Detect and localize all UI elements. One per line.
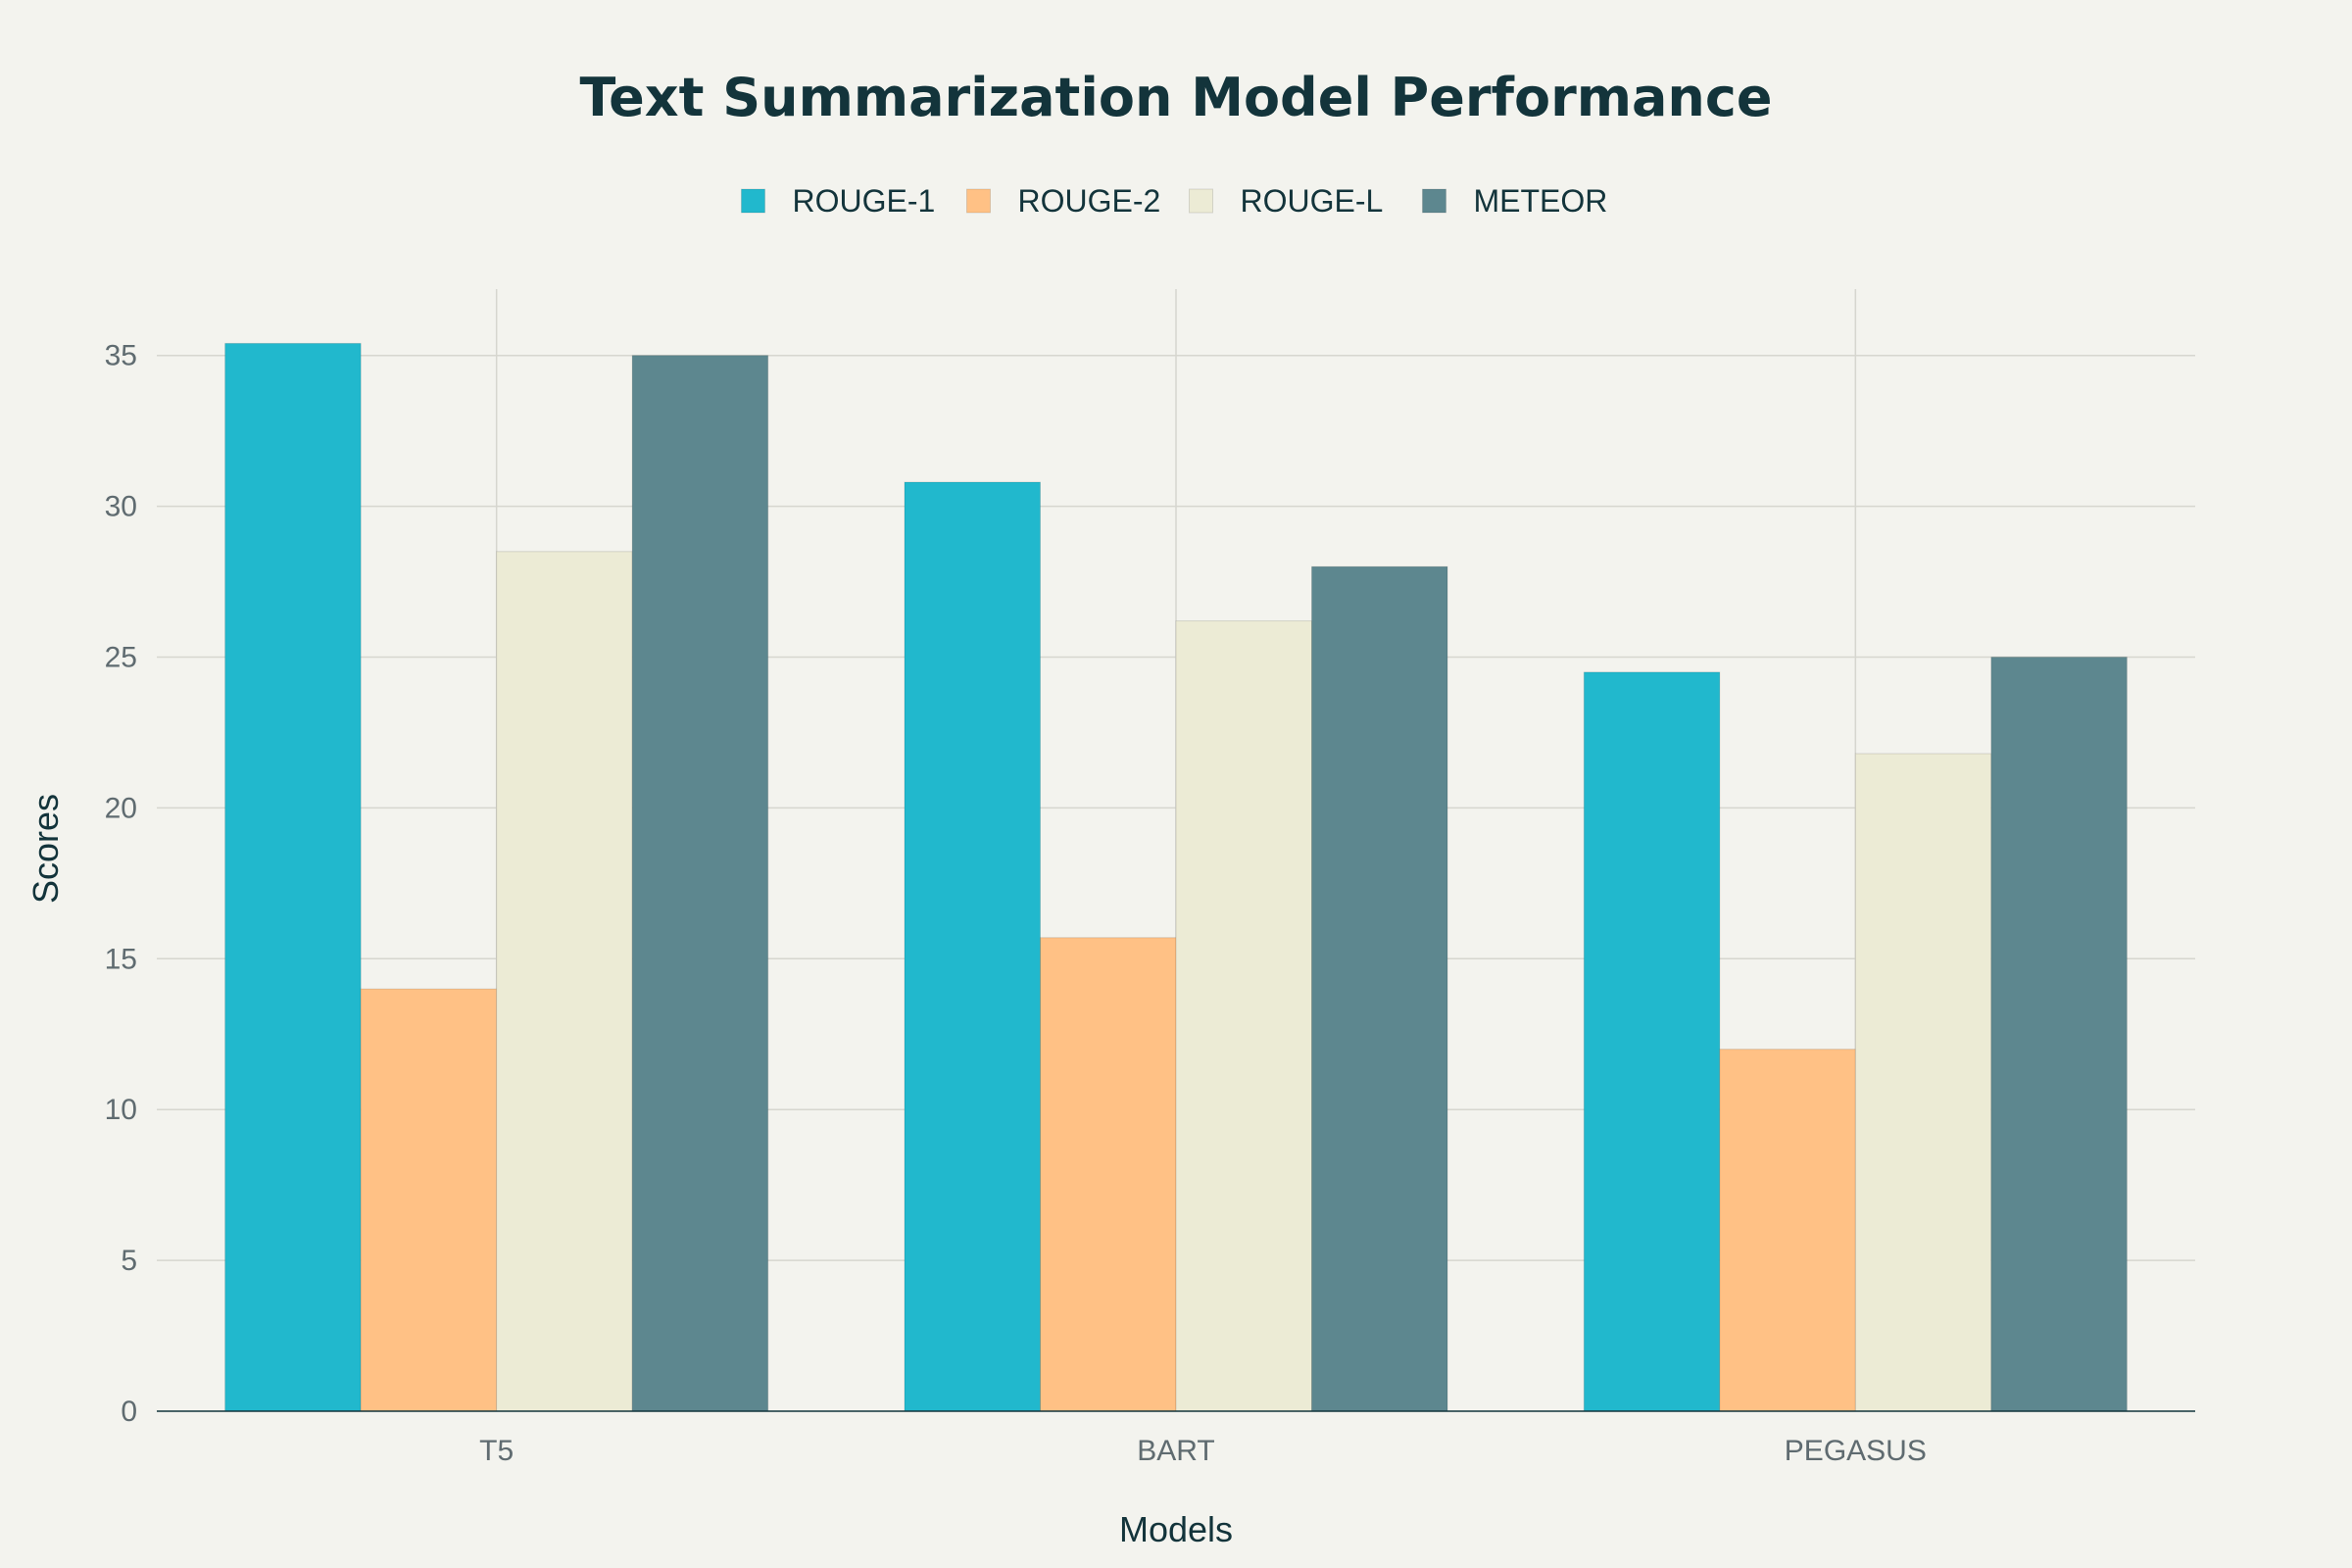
x-tick-label: BART	[1137, 1435, 1214, 1467]
bar-rouge-l-pegasus	[1854, 753, 1992, 1412]
legend-label: ROUGE-L	[1241, 183, 1384, 219]
bar-rouge-1-bart	[904, 481, 1041, 1412]
y-tick-label: 35	[105, 340, 137, 372]
bar-rouge-1-pegasus	[1583, 671, 1721, 1412]
legend-swatch	[1189, 188, 1213, 214]
x-axis-title: Models	[1119, 1509, 1233, 1549]
bar-rouge-l-t5	[496, 551, 633, 1412]
legend-swatch	[741, 188, 765, 214]
legend-label: ROUGE-2	[1018, 183, 1161, 219]
y-tick-label: 20	[105, 792, 137, 824]
legend-swatch	[1422, 188, 1446, 214]
legend: ROUGE-1 ROUGE-2 ROUGE-L METEOR	[741, 183, 1608, 219]
axes: 0 5 10 15 20 25 30 35 T5 BART PEGASUS	[105, 340, 2195, 1467]
chart-title: Text Summarization Model Performance	[580, 67, 1773, 128]
y-tick-label: 5	[121, 1245, 137, 1277]
y-tick-label: 25	[105, 642, 137, 674]
y-tick-label: 10	[105, 1094, 137, 1126]
bar-meteor-t5	[631, 355, 769, 1412]
y-tick-label: 30	[105, 491, 137, 523]
bar-rouge-l-bart	[1175, 620, 1312, 1412]
bar-rouge-2-t5	[360, 988, 498, 1412]
bar-rouge-2-pegasus	[1719, 1049, 1856, 1412]
bar-meteor-pegasus	[1990, 657, 2128, 1412]
legend-swatch	[966, 188, 991, 214]
bars	[224, 342, 2128, 1412]
x-tick-label: PEGASUS	[1785, 1435, 1927, 1467]
bar-meteor-bart	[1311, 565, 1448, 1412]
legend-label: ROUGE-1	[793, 183, 936, 219]
bar-rouge-2-bart	[1040, 937, 1177, 1412]
bar-rouge-1-t5	[224, 342, 362, 1412]
y-axis-title: Scores	[25, 794, 66, 904]
y-tick-label: 15	[105, 943, 137, 975]
legend-label: METEOR	[1474, 183, 1608, 219]
y-tick-label: 0	[121, 1396, 137, 1428]
x-tick-label: T5	[479, 1435, 514, 1467]
